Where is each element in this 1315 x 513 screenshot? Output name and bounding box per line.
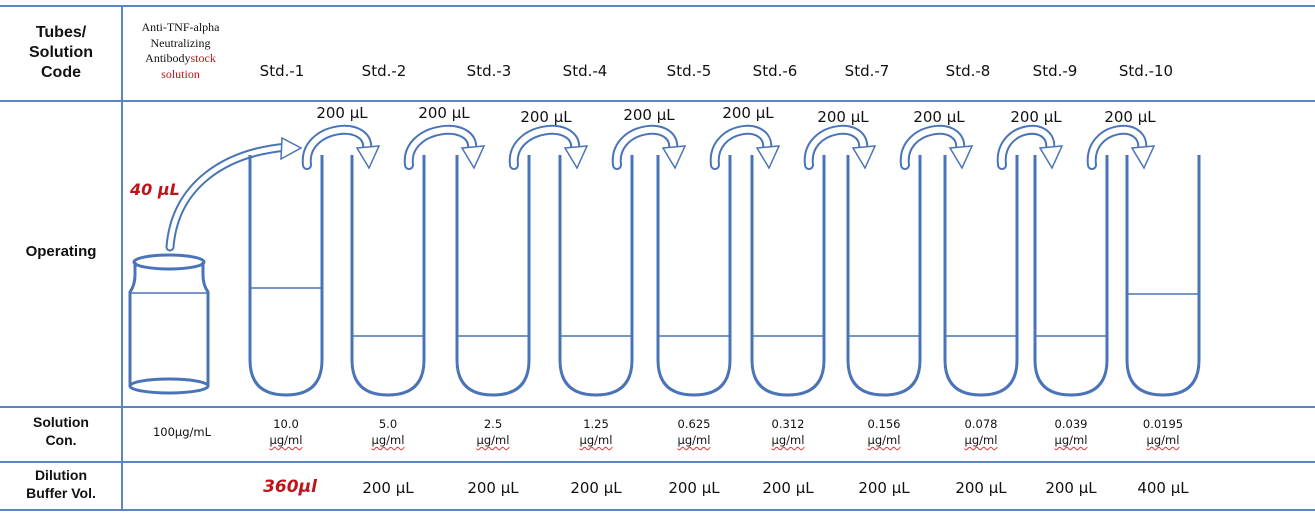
transfer-arrow-body-8 [998,126,1054,168]
concentration-unit: μg/ml [867,433,901,448]
concentration-std-10: 0.0195 μg/ml [1118,416,1208,448]
concentration-value: 0.078 [964,417,998,431]
concentration-std-3: 2.5 μg/ml [448,416,538,448]
tube-std-8 [943,155,1019,397]
transfer-arrowhead-5 [755,145,781,170]
buffer-volume-std-3: 200 μL [467,479,519,497]
tube-std-5 [656,155,732,397]
concentration-std-2: 5.0 μg/ml [343,416,433,448]
tube-code-std-2: Std.-2 [361,62,407,80]
stock-transfer-volume: 40 μL [130,180,180,199]
buffer-volume-std-2: 200 μL [362,479,414,497]
concentration-unit: μg/ml [371,433,405,448]
concentration-unit: μg/ml [677,433,711,448]
concentration-unit: μg/ml [476,433,510,448]
transfer-arrow-body-7 [901,126,964,168]
concentration-unit: μg/ml [579,433,613,448]
tube-std-7 [846,155,922,397]
concentration-value: 0.312 [771,417,805,431]
transfer-volume-7: 200 μL [913,108,965,126]
concentration-value: 0.039 [1054,417,1088,431]
tube-std-9 [1033,155,1109,397]
tube-code-std-7: Std.-7 [844,62,890,80]
concentration-value: 5.0 [378,417,398,431]
transfer-volume-3: 200 μL [520,108,572,126]
concentration-value: 10.0 [273,417,299,431]
concentration-unit: μg/ml [964,433,998,448]
tube-std-10 [1125,155,1201,397]
tube-code-std-1: Std.-1 [259,62,305,80]
transfer-arrow-body-2 [405,127,476,168]
buffer-volume-std-8: 200 μL [955,479,1007,497]
concentration-std-9: 0.039 μg/ml [1026,416,1116,448]
concentration-value: 0.0195 [1142,417,1184,431]
tube-code-std-8: Std.-8 [945,62,991,80]
tube-std-1 [248,155,324,397]
transfer-volume-4: 200 μL [623,106,675,124]
transfer-volume-1: 200 μL [316,104,368,122]
transfer-volume-6: 200 μL [817,108,869,126]
transfer-volume-9: 200 μL [1104,108,1156,126]
transfer-arrowhead-4 [661,145,687,170]
transfer-arrowhead-8 [1038,145,1064,170]
transfer-arrowhead-7 [948,145,974,170]
transfer-arrowhead-6 [851,145,877,170]
stock-solution-label: Anti-TNF-alpha Neutralizing Antibodystoc… [141,20,220,81]
stock-transfer-arrowhead [280,136,303,161]
transfer-arrow-body-6 [805,126,867,168]
concentration-std-7: 0.156 μg/ml [839,416,929,448]
buffer-volume-std-7: 200 μL [858,479,910,497]
concentration-std-1: 10.0 μg/ml [241,416,331,448]
concentration-unit: μg/ml [269,433,303,448]
stock-jar [128,253,210,395]
header-tubes-solution-code: Tubes/ Solution Code [29,24,93,81]
transfer-arrowhead-2 [460,145,486,170]
buffer-volume-std-6: 200 μL [762,479,814,497]
concentration-unit: μg/ml [1054,433,1088,448]
header-operating: Operating [25,243,97,260]
concentration-std-5: 0.625 μg/ml [649,416,739,448]
concentration-value: 0.156 [867,417,901,431]
transfer-arrow-body-9 [1088,126,1146,168]
buffer-volume-std-5: 200 μL [668,479,720,497]
transfer-arrow-body-1 [303,126,371,168]
transfer-arrow-body-5 [711,126,771,168]
tube-code-std-6: Std.-6 [752,62,798,80]
header-solution-con: Solution Con. [33,414,89,448]
tube-std-4 [558,155,634,397]
transfer-arrowhead-1 [355,145,381,170]
buffer-volume-std-9: 200 μL [1045,479,1097,497]
tube-code-std-10: Std.-10 [1118,62,1174,80]
buffer-volume-std-1: 360μl [263,477,317,497]
tube-code-std-9: Std.-9 [1032,62,1078,80]
buffer-volume-std-4: 200 μL [570,479,622,497]
header-dilution-buffer-vol: Dilution Buffer Vol. [26,467,96,501]
concentration-value: 1.25 [583,417,609,431]
concentration-std-8: 0.078 μg/ml [936,416,1026,448]
tube-std-2 [350,155,426,397]
transfer-arrowhead-3 [563,145,589,170]
tube-code-std-3: Std.-3 [466,62,512,80]
concentration-std-4: 1.25 μg/ml [551,416,641,448]
concentration-std-6: 0.312 μg/ml [743,416,833,448]
transfer-arrow-body-4 [613,126,677,168]
tube-std-6 [750,155,826,397]
stock-concentration: 100μg/mL [152,425,212,439]
transfer-volume-5: 200 μL [722,104,774,122]
tube-std-3 [455,155,531,397]
concentration-value: 2.5 [483,417,503,431]
tube-code-std-4: Std.-4 [562,62,608,80]
transfer-volume-2: 200 μL [418,104,470,122]
buffer-volume-std-10: 400 μL [1137,479,1189,497]
concentration-unit: μg/ml [1146,433,1180,448]
concentration-unit: μg/ml [771,433,805,448]
concentration-value: 0.625 [677,417,711,431]
transfer-arrowhead-9 [1130,145,1156,170]
transfer-arrow-body-3 [510,127,579,168]
transfer-volume-8: 200 μL [1010,108,1062,126]
tube-code-std-5: Std.-5 [666,62,712,80]
